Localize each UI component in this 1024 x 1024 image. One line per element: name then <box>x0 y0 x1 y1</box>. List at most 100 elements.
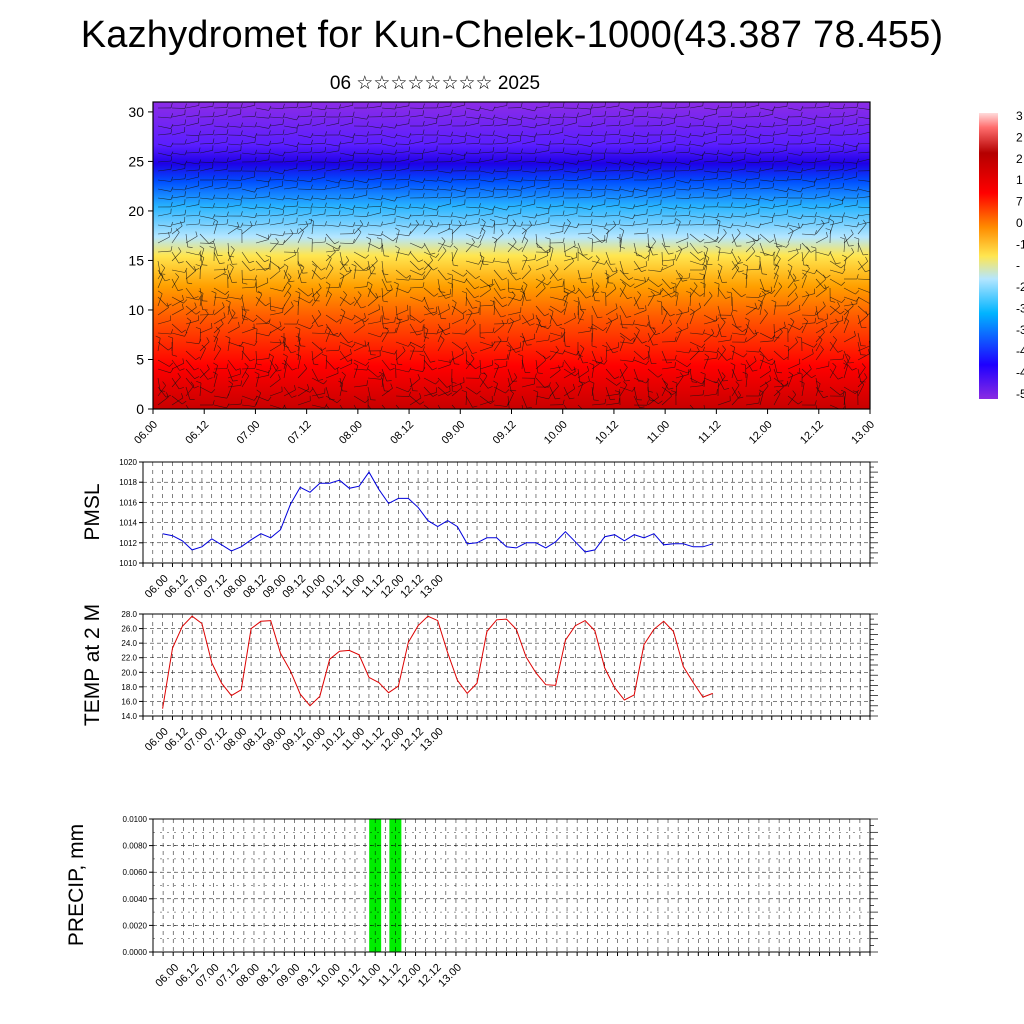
wind-barb <box>717 283 720 298</box>
wind-barb <box>255 374 260 388</box>
wind-barb-flag <box>784 382 789 387</box>
wind-barb <box>703 125 717 128</box>
wind-barb <box>591 386 595 400</box>
wind-barb-flag <box>800 120 803 126</box>
wind-barb <box>297 115 312 118</box>
wind-barb-flag <box>394 196 398 202</box>
wind-barb <box>171 152 185 156</box>
wind-barb-flag <box>868 348 870 354</box>
wind-barb-flag <box>557 323 563 327</box>
wind-barb <box>255 392 261 406</box>
wind-barb-flag <box>324 208 326 214</box>
wind-barb-flag <box>565 345 571 348</box>
wind-barb-flag <box>161 264 166 269</box>
wind-barb-flag <box>799 325 804 330</box>
wind-barb-flag <box>165 395 171 398</box>
wind-barb-flag <box>871 275 873 280</box>
wind-barb <box>717 350 728 361</box>
wind-barb <box>437 327 451 334</box>
wind-barb <box>171 296 184 304</box>
wind-barb-flag <box>396 317 401 321</box>
wind-barb-flag <box>674 103 677 109</box>
wind-barb <box>353 260 364 271</box>
wind-barb <box>451 332 465 335</box>
wind-barb-flag <box>774 336 780 339</box>
wind-barb <box>255 206 269 209</box>
wind-barb <box>199 313 209 325</box>
wind-barb-flag <box>726 358 732 361</box>
wind-barb <box>311 197 325 200</box>
wind-barb <box>171 221 185 226</box>
wind-barb-flag <box>590 185 594 191</box>
wind-barb <box>633 194 647 199</box>
wind-barb-flag <box>814 194 817 199</box>
wind-barb <box>199 257 205 271</box>
wind-barb-flag <box>701 343 706 348</box>
wind-barb-flag <box>546 250 549 256</box>
wind-barb <box>339 214 353 217</box>
wind-barb <box>787 346 790 361</box>
wind-barb <box>731 197 746 199</box>
wind-barb-flag <box>347 270 352 273</box>
wind-barb-flag <box>796 248 799 254</box>
wind-barb-flag <box>195 327 201 330</box>
wind-barb <box>255 125 269 129</box>
wind-barb <box>563 161 577 165</box>
wind-barb <box>409 314 421 323</box>
wind-barb <box>563 287 576 294</box>
wind-barb-flag <box>671 294 676 298</box>
wind-barb-flag <box>193 265 197 271</box>
wind-barb-flag <box>828 203 831 209</box>
wind-barb-flag <box>618 165 621 171</box>
wind-barb <box>157 125 171 129</box>
wind-barb-flag <box>279 339 282 345</box>
wind-barb <box>493 301 496 316</box>
wind-barb-flag <box>293 300 299 303</box>
wind-barb <box>199 185 213 190</box>
wind-barb <box>465 152 480 154</box>
wind-barb <box>157 332 172 335</box>
wind-barb <box>171 178 185 181</box>
wind-barb-flag <box>198 159 202 165</box>
wind-barb <box>213 221 218 235</box>
wind-barb-flag <box>714 282 720 285</box>
wind-barb <box>171 276 180 289</box>
wind-barb-flag <box>366 265 369 271</box>
wind-barb-flag <box>436 136 438 142</box>
wind-barb <box>353 286 367 289</box>
x-tick-label: 09.00 <box>439 419 467 447</box>
wind-barb <box>297 329 301 343</box>
wind-barb <box>465 260 479 265</box>
wind-barb <box>297 169 312 172</box>
wind-barb-flag <box>632 160 636 166</box>
wind-barb <box>269 296 271 311</box>
wind-barb-flag <box>520 200 522 206</box>
wind-barb <box>647 368 659 378</box>
wind-barb <box>521 269 532 280</box>
wind-barb <box>269 391 283 397</box>
wind-barb-flag <box>212 309 215 315</box>
wind-barb-flag <box>436 113 440 119</box>
wind-barb <box>157 368 171 374</box>
wind-barb-flag <box>618 186 622 191</box>
wind-barb-flag <box>672 381 678 384</box>
wind-barb <box>745 334 757 343</box>
y-tick-label: 10 <box>128 302 144 318</box>
wind-barb <box>535 395 549 400</box>
wind-barb-flag <box>737 391 741 396</box>
wind-barb-flag <box>623 381 628 386</box>
wind-barb <box>577 383 584 397</box>
wind-barb-flag <box>450 131 454 137</box>
wind-barb <box>801 314 816 316</box>
wind-barb-flag <box>668 387 674 390</box>
wind-barb-flag <box>292 367 297 371</box>
wind-barb-flag <box>871 119 872 124</box>
wind-barb-flag <box>842 111 845 117</box>
wind-barb-flag <box>844 308 849 313</box>
wind-barb-flag <box>828 182 831 188</box>
wind-barb <box>521 203 535 208</box>
wind-barb <box>185 233 188 247</box>
wind-barb <box>661 150 675 154</box>
wind-barb <box>675 276 683 289</box>
wind-barb-flag <box>576 139 579 145</box>
